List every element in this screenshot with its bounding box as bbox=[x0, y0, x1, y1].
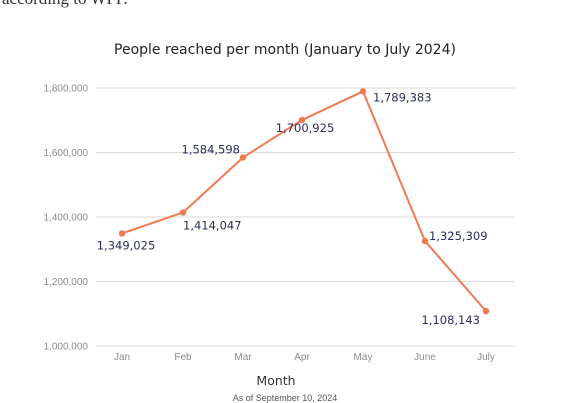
x-tick-label: June bbox=[414, 352, 436, 363]
data-point bbox=[298, 116, 306, 124]
y-tick-label: 1,000,000 bbox=[44, 342, 89, 353]
x-tick-label: July bbox=[477, 352, 495, 363]
data-label: 1,584,598 bbox=[181, 142, 240, 156]
data-label: 1,789,383 bbox=[373, 90, 432, 104]
data-point bbox=[482, 307, 490, 315]
y-tick-label: 1,200,000 bbox=[44, 277, 89, 288]
chart-title: People reached per month (January to Jul… bbox=[114, 42, 456, 58]
x-tick-label: Feb bbox=[174, 352, 192, 363]
data-label: 1,108,143 bbox=[421, 313, 480, 327]
data-label: 1,414,047 bbox=[183, 218, 242, 232]
data-label: 1,325,309 bbox=[429, 229, 488, 243]
data-point bbox=[359, 88, 367, 95]
y-tick-label: 1,400,000 bbox=[44, 213, 89, 224]
data-point bbox=[421, 237, 429, 245]
data-point bbox=[118, 230, 126, 237]
y-tick-label: 1,600,000 bbox=[44, 148, 89, 159]
data-point bbox=[239, 154, 247, 161]
x-axis-title: Month bbox=[256, 373, 295, 388]
x-tick-label: May bbox=[354, 352, 373, 363]
footnote: As of September 10, 2024 bbox=[232, 393, 338, 403]
x-tick-label: Apr bbox=[294, 352, 310, 363]
data-point bbox=[179, 209, 187, 216]
y-tick-label: 1,800,000 bbox=[44, 84, 89, 95]
data-label: 1,349,025 bbox=[97, 238, 156, 252]
x-tick-label: Mar bbox=[234, 352, 252, 363]
intro-text: according to WFP. bbox=[2, 0, 128, 9]
data-label: 1,700,925 bbox=[276, 121, 335, 135]
x-tick-label: Jan bbox=[114, 352, 130, 363]
